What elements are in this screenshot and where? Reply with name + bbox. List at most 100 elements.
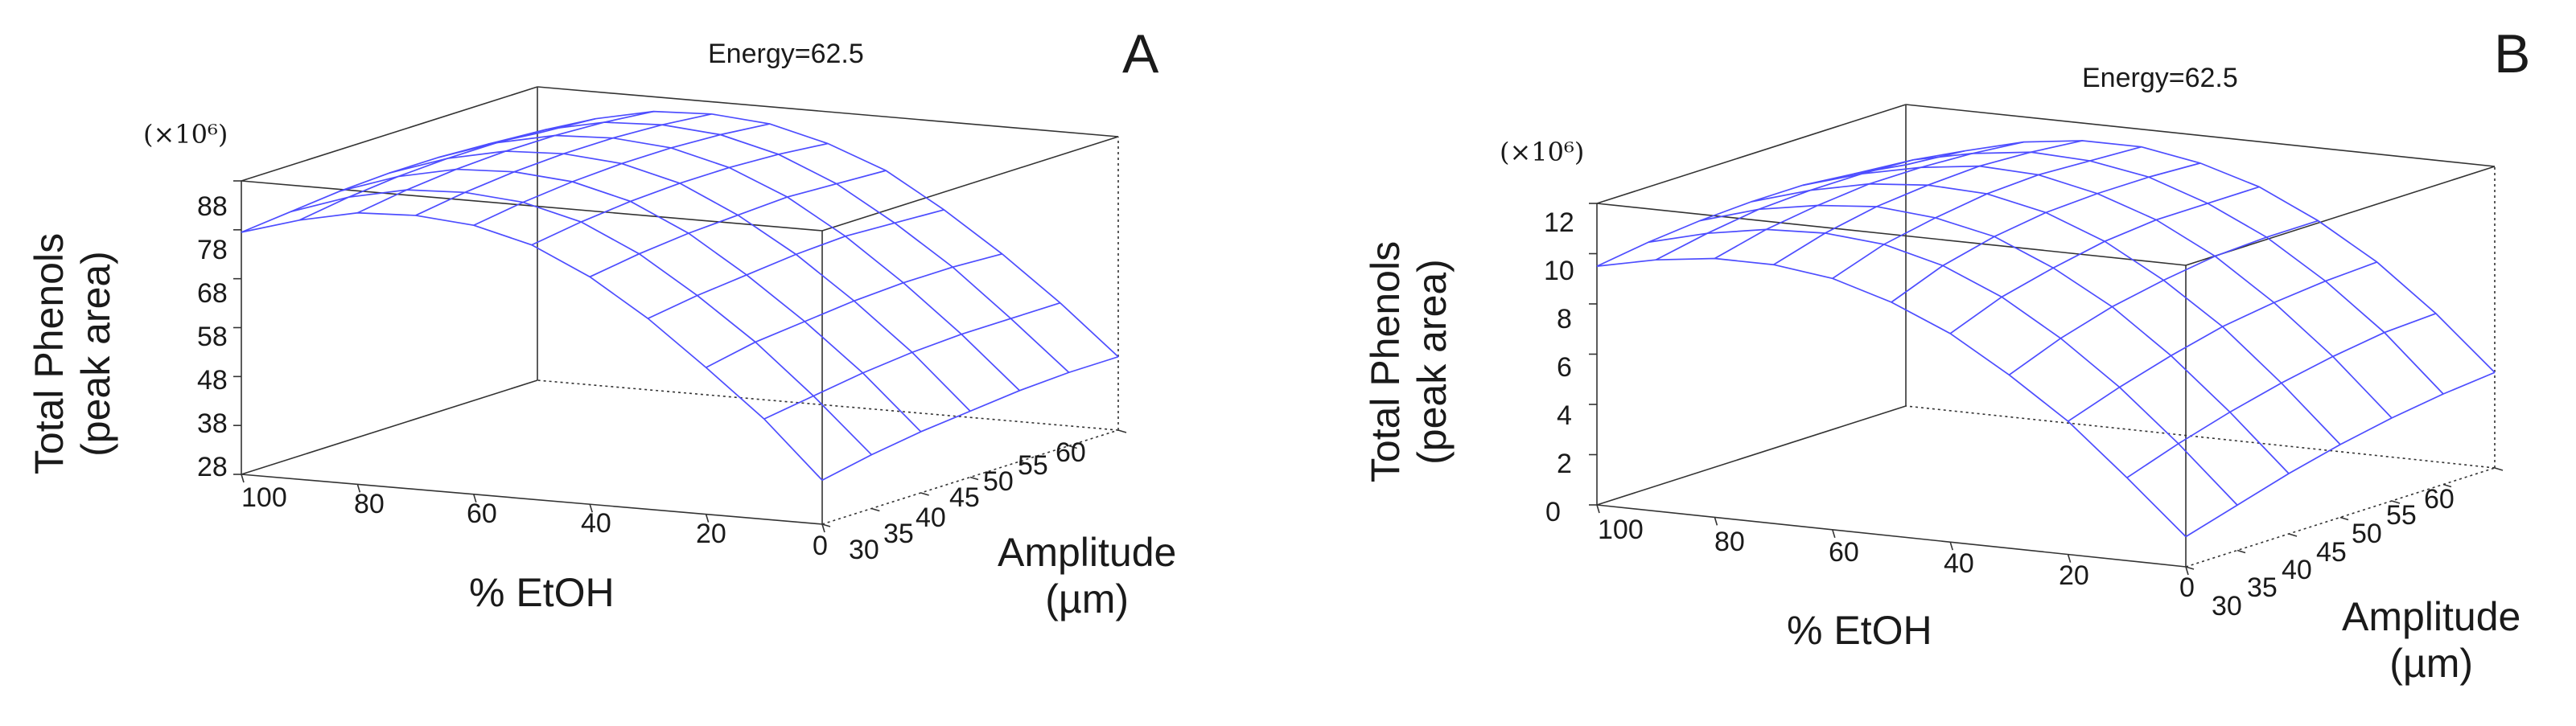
surface-line-amplitude-50 — [1802, 165, 2393, 419]
y-tick-mark — [920, 492, 929, 496]
surface-line-etoh-80 — [357, 110, 654, 214]
z-axis-title-line1: Total Phenols — [1363, 240, 1408, 483]
surface-line-etoh-30 — [648, 209, 944, 319]
y-tick: 40 — [2282, 555, 2312, 585]
y-tick: 30 — [849, 535, 879, 565]
box-edge — [1596, 104, 1907, 204]
z-tick: 48 — [197, 365, 228, 396]
box-edge — [1905, 405, 2496, 469]
y-tick-mark — [1117, 429, 1127, 433]
x-tick-mark — [1596, 504, 1600, 514]
z-axis-title-line2: (peak area) — [1409, 259, 1455, 465]
x-tick: 40 — [581, 508, 611, 539]
y-tick-mark — [2185, 566, 2195, 570]
y-tick-mark — [2391, 500, 2401, 504]
surface-line-etoh-90 — [298, 117, 596, 221]
z-axis-title: Total Phenols (peak area) — [1362, 241, 1455, 482]
y-tick: 55 — [2386, 500, 2417, 531]
y-tick-mark — [969, 476, 979, 481]
y-axis-title-line1: Amplitude — [998, 530, 1177, 575]
z-tick: 10 — [1544, 256, 1574, 286]
y-tick: 35 — [2247, 572, 2278, 603]
y-tick: 50 — [2352, 519, 2382, 549]
x-tick: 80 — [354, 489, 385, 519]
z-tick: 12 — [1544, 207, 1574, 238]
x-tick-mark — [589, 503, 593, 513]
z-tick: 2 — [1557, 449, 1572, 479]
surface-plot-b — [1589, 104, 2504, 576]
z-axis-title-line1: Total Phenols — [27, 232, 72, 475]
y-tick-mark — [2442, 483, 2452, 488]
y-axis-title: Amplitude (µm) — [2342, 593, 2520, 687]
surface-line-etoh-20 — [706, 252, 1002, 368]
x-tick: 100 — [1598, 515, 1644, 545]
panel-b: B Energy=62.5 (×10⁶) Total Phenols (peak… — [1288, 0, 2576, 726]
y-tick: 60 — [2424, 484, 2455, 515]
x-tick: 80 — [1714, 527, 1745, 557]
y-axis-title: Amplitude (µm) — [998, 529, 1176, 622]
surface-line-etoh-40 — [1949, 186, 2260, 334]
z-multiplier: (×10⁶) — [143, 119, 228, 150]
x-tick-mark — [473, 494, 477, 503]
y-axis-title-line1: Amplitude — [2342, 594, 2521, 639]
surface-line-etoh-40 — [589, 170, 887, 278]
y-tick: 30 — [2212, 591, 2242, 621]
x-tick-mark — [2185, 566, 2189, 576]
surface-line-etoh-50 — [531, 142, 829, 246]
z-tick: 8 — [1557, 304, 1572, 334]
surface-line-amplitude-30 — [1596, 257, 2187, 538]
y-tick-mark — [2339, 516, 2349, 521]
box-edge — [241, 379, 538, 475]
y-tick: 45 — [949, 482, 980, 513]
surface-line-amplitude-60 — [1905, 140, 2496, 373]
surface-line-amplitude-45 — [389, 150, 971, 412]
surface-line-etoh-0 — [821, 355, 1119, 482]
y-tick-mark — [1019, 461, 1028, 465]
y-tick: 55 — [1018, 450, 1048, 481]
x-tick: 100 — [241, 482, 287, 513]
surface-line-etoh-0 — [2185, 371, 2496, 538]
z-tick: 4 — [1557, 400, 1572, 431]
x-tick-mark — [2067, 554, 2072, 563]
surface-line-etoh-50 — [1891, 162, 2201, 303]
box-edge — [1596, 203, 2187, 266]
z-axis-title-line2: (peak area) — [73, 251, 118, 457]
x-axis-title: % EtOH — [469, 570, 615, 615]
box-edge — [537, 379, 1119, 431]
surface-line-etoh-70 — [1773, 140, 2083, 265]
panel-letter: B — [2494, 23, 2531, 84]
x-tick: 20 — [696, 519, 726, 549]
surface-line-amplitude-35 — [290, 189, 872, 456]
z-tick: 0 — [1545, 497, 1561, 527]
z-axis-title: Total Phenols (peak area) — [26, 233, 119, 474]
y-tick-mark — [2237, 549, 2246, 554]
box-edge — [2185, 166, 2496, 266]
y-tick: 50 — [983, 466, 1014, 497]
z-tick: 28 — [197, 452, 228, 482]
surface-line-amplitude-55 — [1854, 151, 2444, 395]
z-multiplier: (×10⁶) — [1500, 137, 1585, 167]
x-tick: 60 — [1829, 537, 1859, 568]
surface-line-etoh-100 — [241, 132, 538, 233]
x-tick: 20 — [2059, 560, 2089, 591]
surface-line-amplitude-40 — [339, 168, 922, 433]
x-tick-mark — [241, 474, 245, 483]
x-tick: 40 — [1944, 548, 1974, 579]
surface-line-etoh-10 — [2126, 313, 2437, 478]
box-edge — [821, 136, 1119, 232]
x-tick-mark — [356, 484, 361, 493]
surface-line-amplitude-45 — [1751, 183, 2341, 445]
x-tick-mark — [1832, 529, 1836, 539]
chart-title: Energy=62.5 — [708, 39, 864, 69]
surface-line-etoh-80 — [1714, 141, 2024, 260]
y-tick-mark — [2288, 533, 2298, 537]
surface-line-etoh-60 — [1832, 146, 2142, 280]
y-tick-mark — [821, 523, 831, 527]
z-tick: 58 — [197, 322, 228, 352]
z-tick: 78 — [197, 235, 228, 265]
x-tick-mark — [1949, 541, 1953, 551]
chart-title: Energy=62.5 — [2082, 63, 2238, 93]
box-edge — [1596, 405, 1907, 506]
x-tick: 0 — [813, 531, 828, 561]
x-tick: 0 — [2179, 572, 2195, 603]
